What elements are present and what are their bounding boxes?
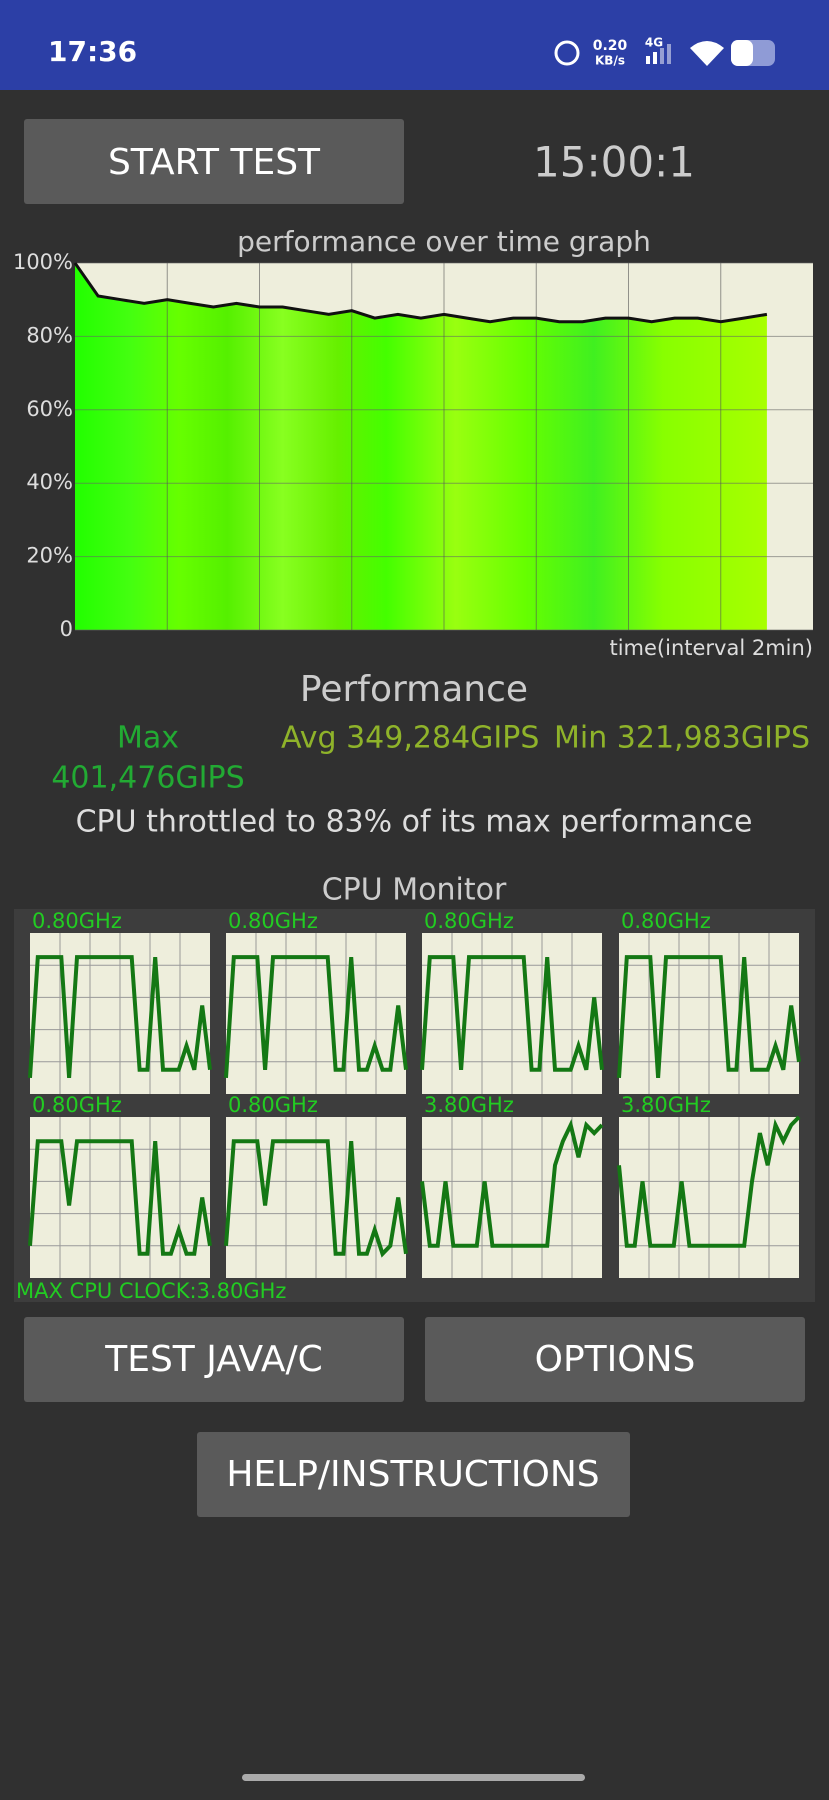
- core-frequency: 0.80GHz: [228, 909, 318, 933]
- max-label: Max: [117, 721, 179, 756]
- net-speed-unit: KB/s: [595, 54, 625, 68]
- core-line: [224, 955, 408, 1079]
- graph-title: performance over time graph: [237, 225, 651, 258]
- core-line: [420, 1119, 604, 1248]
- y-tick-label: 0: [60, 617, 73, 641]
- max-cpu-clock: MAX CPU CLOCK:3.80GHz: [16, 1279, 286, 1303]
- cpu-monitor-title: CPU Monitor: [322, 873, 507, 908]
- signal-icon: [646, 44, 671, 64]
- graph: [73, 262, 813, 631]
- core-frequency: 0.80GHz: [424, 909, 514, 933]
- core-frequency: 0.80GHz: [621, 909, 711, 933]
- help-button[interactable]: [197, 1432, 630, 1517]
- alarm-icon: [554, 40, 580, 66]
- avg-value: Avg 349,284GIPS: [281, 721, 539, 756]
- core-line: [28, 1139, 212, 1256]
- core-line: [28, 955, 212, 1079]
- core-frequency: 0.80GHz: [32, 909, 122, 933]
- options-label: OPTIONS: [535, 1339, 696, 1380]
- test-java-button[interactable]: [24, 1317, 404, 1402]
- home-indicator[interactable]: [242, 1774, 585, 1781]
- core-frequency: 0.80GHz: [32, 1093, 122, 1117]
- throttle-summary: CPU throttled to 83% of its max performa…: [76, 805, 753, 840]
- start-test-label: START TEST: [108, 142, 321, 183]
- core-line: [224, 1139, 408, 1258]
- timer: 15:00:1: [533, 138, 695, 187]
- core-line: [617, 1115, 801, 1248]
- core-frequency: 0.80GHz: [228, 1093, 318, 1117]
- x-axis-label: time(interval 2min): [609, 636, 813, 660]
- y-tick-label: 20%: [26, 544, 73, 568]
- y-tick-label: 100%: [13, 250, 73, 274]
- core-line: [420, 955, 604, 1072]
- battery-level: [731, 40, 753, 66]
- y-tick-label: 40%: [26, 470, 73, 494]
- net-speed: 0.20: [593, 38, 628, 54]
- max-value: 401,476GIPS: [51, 761, 244, 796]
- line: [73, 262, 768, 324]
- area: [75, 263, 767, 630]
- status-time: 17:36: [48, 35, 137, 68]
- y-tick-label: 60%: [26, 397, 73, 421]
- options-button[interactable]: [425, 1317, 805, 1402]
- y-tick-label: 80%: [26, 323, 73, 347]
- core-line: [617, 955, 801, 1079]
- status-bar: [0, 0, 829, 90]
- network-type: 4G: [645, 36, 663, 50]
- core-frequency: 3.80GHz: [621, 1093, 711, 1117]
- start-test-button[interactable]: [24, 119, 404, 204]
- core-frequency: 3.80GHz: [424, 1093, 514, 1117]
- wifi-icon: [690, 41, 724, 66]
- cpu-cores: 0.80GHz 0.80GHz 0.80GHz 0.80GHz 0.80GHz 0.80G…: [28, 909, 801, 1278]
- performance-title: Performance: [300, 669, 528, 710]
- min-value: Min 321,983GIPS: [554, 721, 810, 756]
- test-java-label: TEST JAVA/C: [104, 1339, 323, 1380]
- help-label: HELP/INSTRUCTIONS: [226, 1454, 599, 1495]
